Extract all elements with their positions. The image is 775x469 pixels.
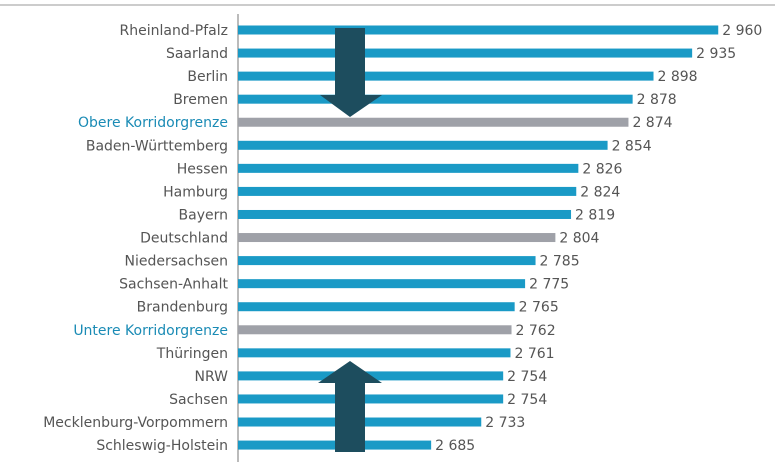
category-label: Hessen [177, 161, 228, 177]
category-label: Berlin [187, 69, 228, 85]
bar [238, 302, 515, 312]
value-label: 2 754 [507, 392, 547, 408]
bar [238, 94, 633, 104]
bar [238, 186, 577, 196]
bar [238, 256, 536, 266]
bar [238, 394, 504, 404]
value-label: 2 733 [485, 415, 525, 431]
value-label: 2 819 [575, 207, 615, 223]
category-label: NRW [195, 369, 229, 385]
category-label: Untere Korridorgrenze [73, 323, 228, 339]
bar [238, 48, 693, 58]
category-label: Saarland [166, 46, 228, 62]
category-label: Sachsen-Anhalt [119, 277, 228, 293]
value-label: 2 804 [559, 231, 599, 247]
bar [238, 440, 432, 450]
value-label: 2 785 [540, 254, 580, 270]
category-label: Baden-Württemberg [86, 138, 228, 154]
bar [238, 71, 654, 81]
value-label: 2 878 [637, 92, 677, 108]
category-label: Rheinland-Pfalz [120, 23, 228, 39]
value-label: 2 854 [612, 138, 652, 154]
category-label: Bremen [173, 92, 228, 108]
value-label: 2 775 [529, 277, 569, 293]
category-label: Hamburg [163, 184, 228, 200]
value-label: 2 935 [696, 46, 736, 62]
value-label: 2 685 [435, 438, 475, 454]
category-label: Schleswig-Holstein [96, 438, 228, 454]
category-label: Sachsen [169, 392, 228, 408]
category-label: Thüringen [156, 346, 228, 362]
value-label: 2 874 [632, 115, 672, 131]
bar [238, 348, 511, 358]
bar [238, 163, 579, 173]
value-label: 2 960 [722, 23, 762, 39]
arrow-up [318, 361, 382, 452]
value-label: 2 762 [516, 323, 556, 339]
bar [238, 140, 608, 150]
bar [238, 325, 512, 335]
category-label: Deutschland [140, 231, 228, 247]
category-label: Obere Korridorgrenze [78, 115, 228, 131]
bar [238, 25, 719, 35]
value-label: 2 898 [658, 69, 698, 85]
category-label: Brandenburg [137, 300, 228, 316]
value-label: 2 765 [519, 300, 559, 316]
category-label: Niedersachsen [125, 254, 228, 270]
bar [238, 279, 526, 289]
category-label: Mecklenburg-Vorpommern [43, 415, 228, 431]
value-label: 2 824 [580, 184, 620, 200]
bar [238, 209, 572, 219]
arrow-down [320, 28, 382, 117]
arrows [318, 28, 382, 452]
bar [238, 117, 629, 127]
value-label: 2 761 [514, 346, 554, 362]
value-label: 2 754 [507, 369, 547, 385]
category-label: Bayern [179, 207, 228, 223]
value-label: 2 826 [582, 161, 622, 177]
bar [238, 233, 556, 243]
